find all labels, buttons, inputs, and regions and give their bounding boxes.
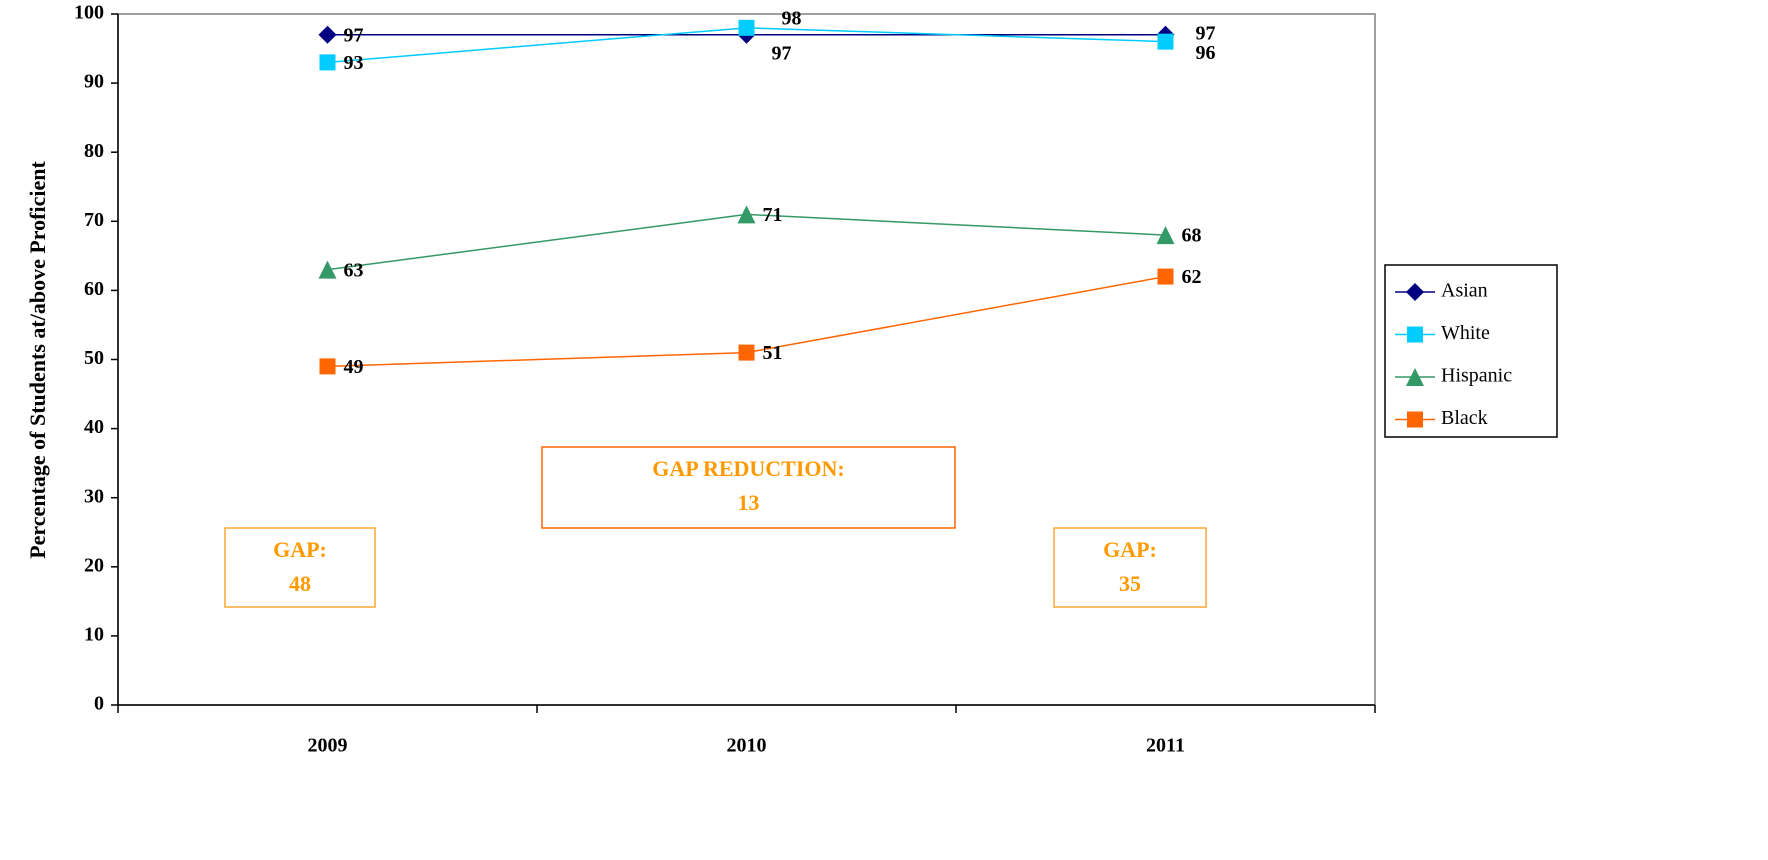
y-tick-label: 50 [84,347,104,369]
annotation-value: 35 [1119,571,1141,596]
data-label: 97 [772,42,792,64]
y-tick-label: 30 [84,485,104,507]
x-tick-label: 2010 [727,735,767,757]
data-label: 93 [344,52,364,74]
legend-marker [1406,368,1424,386]
data-point [1157,33,1174,50]
data-point [318,25,337,44]
annotation-value: 13 [738,490,760,515]
data-label: 98 [782,7,802,29]
y-tick-label: 10 [84,623,104,645]
y-tick-label: 80 [84,140,104,162]
y-tick-label: 100 [74,2,104,24]
annotation-label: GAP: [273,537,327,562]
legend-label: White [1441,322,1490,344]
data-point [1156,226,1175,245]
data-label: 96 [1196,42,1216,64]
annotation-label: GAP REDUCTION: [652,456,845,481]
legend-marker [1407,411,1423,428]
data-label: 71 [763,204,783,226]
data-label: 63 [344,259,364,281]
data-point [319,358,336,375]
y-tick-label: 40 [84,416,104,438]
y-tick-label: 0 [94,693,104,715]
annotation-box [1053,527,1207,608]
annotation-box [541,446,956,529]
y-tick-label: 60 [84,278,104,300]
annotation-label: GAP: [1103,537,1157,562]
data-label: 49 [344,356,364,378]
legend-label: Asian [1441,280,1488,302]
data-label: 97 [344,24,364,46]
data-point [319,54,336,71]
data-point [738,19,755,36]
legend-label: Hispanic [1441,365,1512,387]
data-label: 51 [763,342,783,364]
y-tick-label: 70 [84,209,104,231]
data-label: 62 [1182,266,1202,288]
data-point [318,260,337,279]
data-label: 97 [1196,22,1216,44]
annotation-value: 48 [289,571,311,596]
data-label: 68 [1182,225,1202,247]
legend-marker [1406,283,1424,301]
x-tick-label: 2009 [308,735,348,757]
x-tick-label: 2011 [1146,735,1185,757]
legend-label: Black [1441,407,1488,429]
data-point [1157,268,1174,285]
data-point [737,205,756,224]
data-point [738,344,755,361]
annotation-box [224,527,376,608]
y-axis-label: Percentage of Students at/above Proficie… [25,161,50,559]
legend-marker [1407,326,1423,343]
y-tick-label: 20 [84,554,104,576]
y-tick-label: 90 [84,71,104,93]
